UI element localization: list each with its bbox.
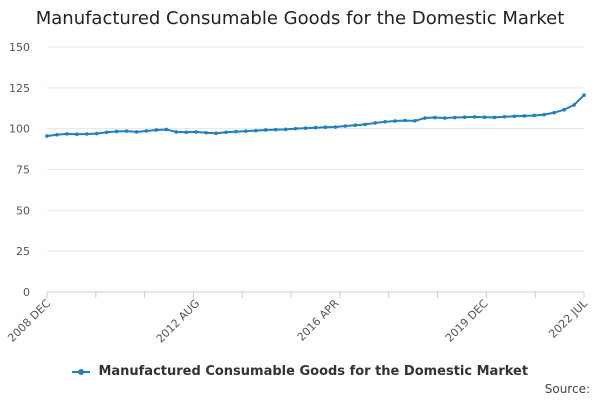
chart-title: Manufactured Consumable Goods for the Do… xyxy=(35,8,565,29)
data-point xyxy=(562,107,566,112)
data-point xyxy=(45,134,49,138)
data-point xyxy=(542,112,547,117)
y-tick-label: 50 xyxy=(16,204,30,217)
data-point xyxy=(313,125,318,130)
legend-swatch xyxy=(71,366,90,378)
data-point xyxy=(482,115,487,120)
data-point xyxy=(134,130,139,134)
legend-dot xyxy=(77,368,84,375)
data-point xyxy=(214,131,218,136)
data-point xyxy=(94,131,99,136)
data-point xyxy=(194,130,198,134)
y-tick-label: 0 xyxy=(23,286,30,299)
data-point xyxy=(373,121,377,125)
data-point xyxy=(472,115,477,119)
data-point xyxy=(522,114,527,118)
legend-label: Manufactured Consumable Goods for the Do… xyxy=(98,364,529,379)
y-tick-label: 150 xyxy=(9,41,30,54)
data-point xyxy=(363,122,368,127)
data-point xyxy=(283,127,288,132)
data-point xyxy=(383,120,387,124)
data-point xyxy=(343,124,348,128)
data-point xyxy=(582,93,586,97)
legend[interactable]: Manufactured Consumable Goods for the Do… xyxy=(0,364,600,379)
data-point xyxy=(154,128,159,132)
data-point xyxy=(144,129,149,133)
x-axis: 2008 DEC 2012 AUG 2016 APR 2019 DEC 2022 JUL xyxy=(5,291,591,346)
data-point xyxy=(224,130,228,135)
data-point xyxy=(433,115,437,120)
data-point xyxy=(55,132,59,137)
data-point xyxy=(492,115,497,120)
data-point xyxy=(124,129,129,133)
data-point xyxy=(104,130,109,135)
data-point xyxy=(254,128,258,133)
data-point xyxy=(184,130,189,135)
x-tick-label: 2022 JUL xyxy=(546,296,590,340)
data-point xyxy=(174,130,179,134)
data-point xyxy=(393,119,397,123)
data-point xyxy=(452,115,457,120)
data-point xyxy=(572,103,576,107)
data-point xyxy=(164,127,169,132)
data-point xyxy=(244,129,248,133)
line-chart: 0 25 50 75 100 125 150 2008 DEC 2012 AUG 2016 AP… xyxy=(5,41,591,346)
data-point xyxy=(403,118,407,123)
x-tick-label: 2012 AUG xyxy=(154,297,203,346)
x-tick-label: 2008 DEC xyxy=(5,297,53,345)
data-point xyxy=(502,114,507,119)
data-point xyxy=(552,110,556,115)
data-point xyxy=(512,114,517,119)
y-tick-label: 75 xyxy=(16,164,30,177)
data-point xyxy=(333,125,338,129)
data-point xyxy=(204,130,208,135)
data-point xyxy=(413,119,417,123)
data-point xyxy=(353,123,358,128)
source-label: Source: xyxy=(544,382,590,396)
x-tick-label: 2019 DEC xyxy=(443,297,491,345)
data-point xyxy=(532,113,537,118)
y-tick-label: 100 xyxy=(9,123,30,136)
data-point xyxy=(263,128,268,132)
data-point xyxy=(423,116,427,120)
data-point xyxy=(462,115,467,120)
data-point xyxy=(234,129,238,134)
data-point xyxy=(303,126,308,130)
data-point xyxy=(323,125,328,129)
data-point xyxy=(75,132,79,137)
series-layer xyxy=(45,93,586,138)
data-point xyxy=(442,116,447,120)
x-tick-label: 2016 APR xyxy=(295,297,342,344)
data-point xyxy=(114,129,119,134)
data-point xyxy=(293,126,298,131)
y-tick-label: 125 xyxy=(9,82,30,95)
data-point xyxy=(84,132,89,136)
y-tick-label: 25 xyxy=(16,245,30,258)
grid-lines: 0 25 50 75 100 125 150 xyxy=(9,41,584,299)
data-point xyxy=(273,127,278,132)
data-point xyxy=(65,132,69,136)
